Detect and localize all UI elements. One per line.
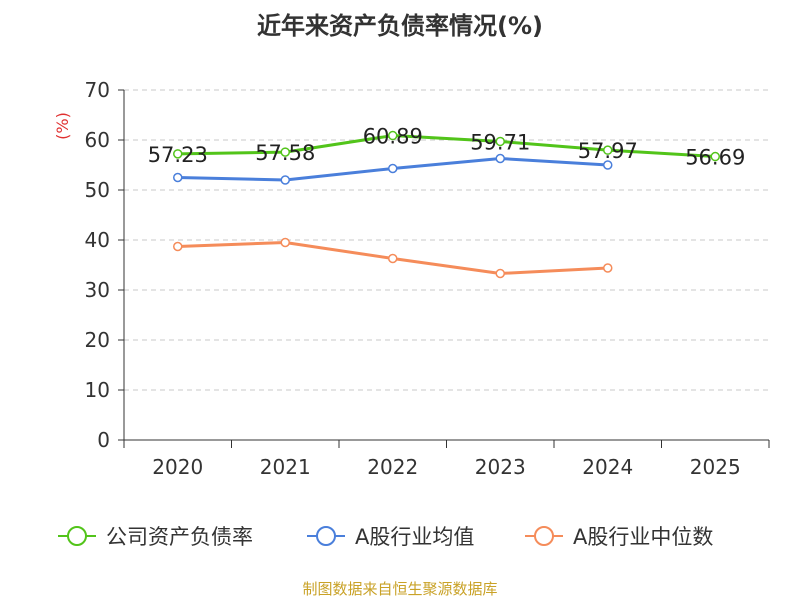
data-point bbox=[388, 163, 398, 174]
legend-label: A股行业均值 bbox=[355, 525, 474, 549]
y-tick-label: 50 bbox=[85, 178, 110, 202]
data-label: 59.71 bbox=[470, 130, 530, 154]
data-point bbox=[280, 175, 290, 185]
y-tick-label: 70 bbox=[85, 78, 110, 102]
source-note: 制图数据来自恒生聚源数据库 bbox=[302, 580, 498, 598]
y-axis-label: (%) bbox=[53, 112, 72, 140]
legend-label: 公司资产负债率 bbox=[106, 525, 253, 549]
legend-marker bbox=[67, 526, 87, 546]
data-point bbox=[603, 263, 613, 273]
x-tick-label: 2024 bbox=[582, 455, 633, 479]
data-label: 56.69 bbox=[685, 146, 745, 170]
y-tick-label: 40 bbox=[85, 228, 110, 252]
x-tick-label: 2023 bbox=[475, 455, 526, 479]
data-label: 57.58 bbox=[255, 141, 315, 165]
data-point bbox=[710, 151, 720, 162]
y-tick-label: 20 bbox=[85, 328, 110, 352]
chart-title: 近年来资产负债率情况(%) bbox=[257, 12, 543, 40]
legend-marker bbox=[316, 526, 336, 546]
data-point bbox=[173, 172, 183, 183]
data-point bbox=[495, 153, 505, 164]
y-tick-label: 60 bbox=[85, 128, 110, 152]
x-tick-label: 2020 bbox=[152, 455, 203, 479]
legend-label: A股行业中位数 bbox=[573, 525, 713, 549]
y-tick-label: 10 bbox=[85, 378, 110, 402]
data-label: 60.89 bbox=[363, 125, 423, 149]
series-line bbox=[177, 134, 716, 159]
data-point bbox=[603, 145, 613, 155]
legend-marker bbox=[534, 526, 554, 546]
x-tick-label: 2022 bbox=[367, 455, 418, 479]
data-label: 57.97 bbox=[578, 139, 638, 163]
data-point bbox=[173, 241, 183, 252]
data-point bbox=[388, 253, 398, 264]
data-point bbox=[603, 160, 613, 170]
data-point bbox=[280, 237, 290, 248]
x-tick-label: 2025 bbox=[690, 455, 741, 479]
y-tick-label: 30 bbox=[85, 278, 110, 302]
data-point bbox=[388, 130, 398, 141]
data-point bbox=[280, 147, 290, 157]
data-point bbox=[495, 136, 505, 147]
data-point bbox=[495, 268, 505, 279]
data-point bbox=[173, 149, 183, 159]
data-label: 57.23 bbox=[148, 143, 208, 167]
x-tick-label: 2021 bbox=[260, 455, 311, 479]
y-tick-label: 0 bbox=[97, 428, 110, 452]
